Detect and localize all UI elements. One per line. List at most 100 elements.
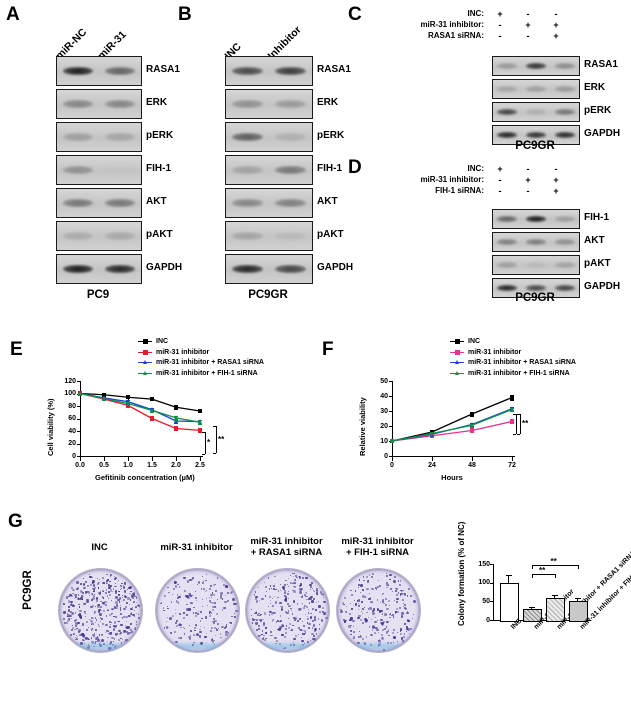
blot-band [497, 262, 517, 267]
treatment-sign: + [494, 165, 506, 173]
blot-label-gapdh: GAPDH [584, 129, 620, 139]
blot-box-erk [492, 79, 580, 99]
blot-band [232, 67, 262, 75]
sig-bar-outer-leg [578, 565, 579, 569]
blot-band [63, 199, 92, 207]
treatment-row-label: miR-31 inhibitor: [352, 176, 484, 184]
panel-d-cellline: PC9GR [492, 292, 578, 304]
blot-band [275, 100, 305, 108]
blot-label-fih-1: FIH-1 [317, 164, 342, 174]
blot-label-perk: pERK [584, 106, 611, 116]
blot-label-pakt: pAKT [317, 230, 344, 240]
data-point-marker [198, 420, 202, 425]
g-y-tick [490, 620, 493, 621]
blot-band [275, 133, 305, 141]
blot-label-pakt: pAKT [584, 259, 611, 269]
blot-box-fih-1 [225, 155, 313, 185]
bar-error-cap [552, 595, 558, 596]
data-point-marker [150, 416, 154, 420]
blot-band [232, 133, 262, 141]
dish-header: miR-31 inhibitor [145, 542, 248, 553]
blot-box-erk [56, 89, 142, 119]
panel-c-blots: RASA1 ERK pERK GAPDH [492, 56, 622, 148]
g-y-tick-label: 0 [469, 617, 490, 624]
data-point-marker [470, 428, 474, 432]
blot-band [63, 166, 92, 174]
treatment-sign: - [494, 187, 506, 195]
chart-f: INC miR-31 inhibitor miR-31 inhibitor + RA… [346, 336, 631, 496]
treatment-sign: - [550, 165, 562, 173]
blot-label-perk: pERK [146, 131, 173, 141]
data-point-marker [126, 401, 130, 406]
treatment-sign: + [550, 187, 562, 195]
sig-label-g-left: ** [539, 567, 545, 575]
blot-box-fih-1 [492, 209, 580, 229]
data-point-marker [510, 419, 514, 423]
bar-error-cap [506, 575, 512, 576]
blot-label-perk: pERK [317, 131, 344, 141]
dish-rim [156, 569, 239, 652]
sig-bracket-inner [205, 432, 206, 454]
treatment-sign: - [522, 165, 534, 173]
colony-dish [245, 568, 330, 653]
dish-shine [253, 643, 323, 650]
blot-box-fih-1 [56, 155, 142, 185]
data-point-marker [430, 431, 434, 436]
blot-band [526, 285, 546, 290]
sig-bar-outer-leg [532, 565, 533, 569]
blot-band [555, 63, 575, 68]
blot-band [63, 133, 92, 141]
blot-band [526, 86, 546, 91]
blot-label-akt: AKT [584, 236, 605, 246]
sig-bracket-inner-cap [513, 414, 517, 415]
sig-label-outer: ** [218, 436, 224, 444]
dish-header-line: miR-31 inhibitor [326, 536, 429, 547]
bar-error-cap [575, 598, 581, 599]
blot-band [105, 166, 134, 174]
bar-error [508, 575, 509, 582]
data-point-marker [174, 426, 178, 430]
dish-header-line: + FIH-1 siRNA [326, 547, 429, 558]
blot-band [275, 232, 305, 240]
blot-label-rasa1: RASA1 [317, 65, 351, 75]
sig-label-outer: ** [522, 420, 528, 428]
sig-label-inner: * [207, 439, 210, 447]
blot-label-gapdh: GAPDH [584, 282, 620, 292]
blot-band [105, 67, 134, 75]
blot-band [275, 265, 305, 273]
blot-label-fih-1: FIH-1 [584, 213, 609, 223]
dish-rim [59, 569, 142, 652]
blot-band [497, 239, 517, 244]
chart-e: INC miR-31 inhibitor miR-31 inhibitor + RA… [34, 336, 319, 496]
blot-label-erk: ERK [317, 98, 338, 108]
g-y-axis [493, 564, 494, 620]
blot-box-pakt [492, 255, 580, 275]
g-y-tick [490, 583, 493, 584]
blot-band [526, 216, 546, 221]
colony-dish [58, 568, 143, 653]
treatment-row-label: FIH-1 siRNA: [352, 187, 484, 195]
dish-header: miR-31 inhibitor + RASA1 siRNA [235, 536, 338, 558]
blot-box-erk [225, 89, 313, 119]
treatment-sign: + [550, 176, 562, 184]
sig-bracket-outer [216, 426, 217, 453]
data-point-marker [390, 438, 394, 443]
blot-band [526, 63, 546, 68]
blot-label-fih-1: FIH-1 [146, 164, 171, 174]
blot-band [497, 109, 517, 114]
dish-header-line: miR-31 inhibitor [145, 542, 248, 553]
panel-b-cellline: PC9GR [225, 289, 311, 301]
panel-a-blots: RASA1 ERK pERK FIH-1 AKT pAKT GAPDH [56, 56, 236, 287]
treatment-sign: + [522, 176, 534, 184]
blot-band [526, 239, 546, 244]
sig-bracket-inner-cap [202, 454, 206, 455]
blot-box-perk [225, 122, 313, 152]
blot-band [497, 132, 517, 137]
colony-dish [336, 568, 421, 653]
g-y-tick-label: 100 [469, 579, 490, 586]
blot-band [497, 285, 517, 290]
blot-band [526, 109, 546, 114]
blot-band [555, 262, 575, 267]
blot-band [232, 100, 262, 108]
blot-band [232, 166, 262, 174]
